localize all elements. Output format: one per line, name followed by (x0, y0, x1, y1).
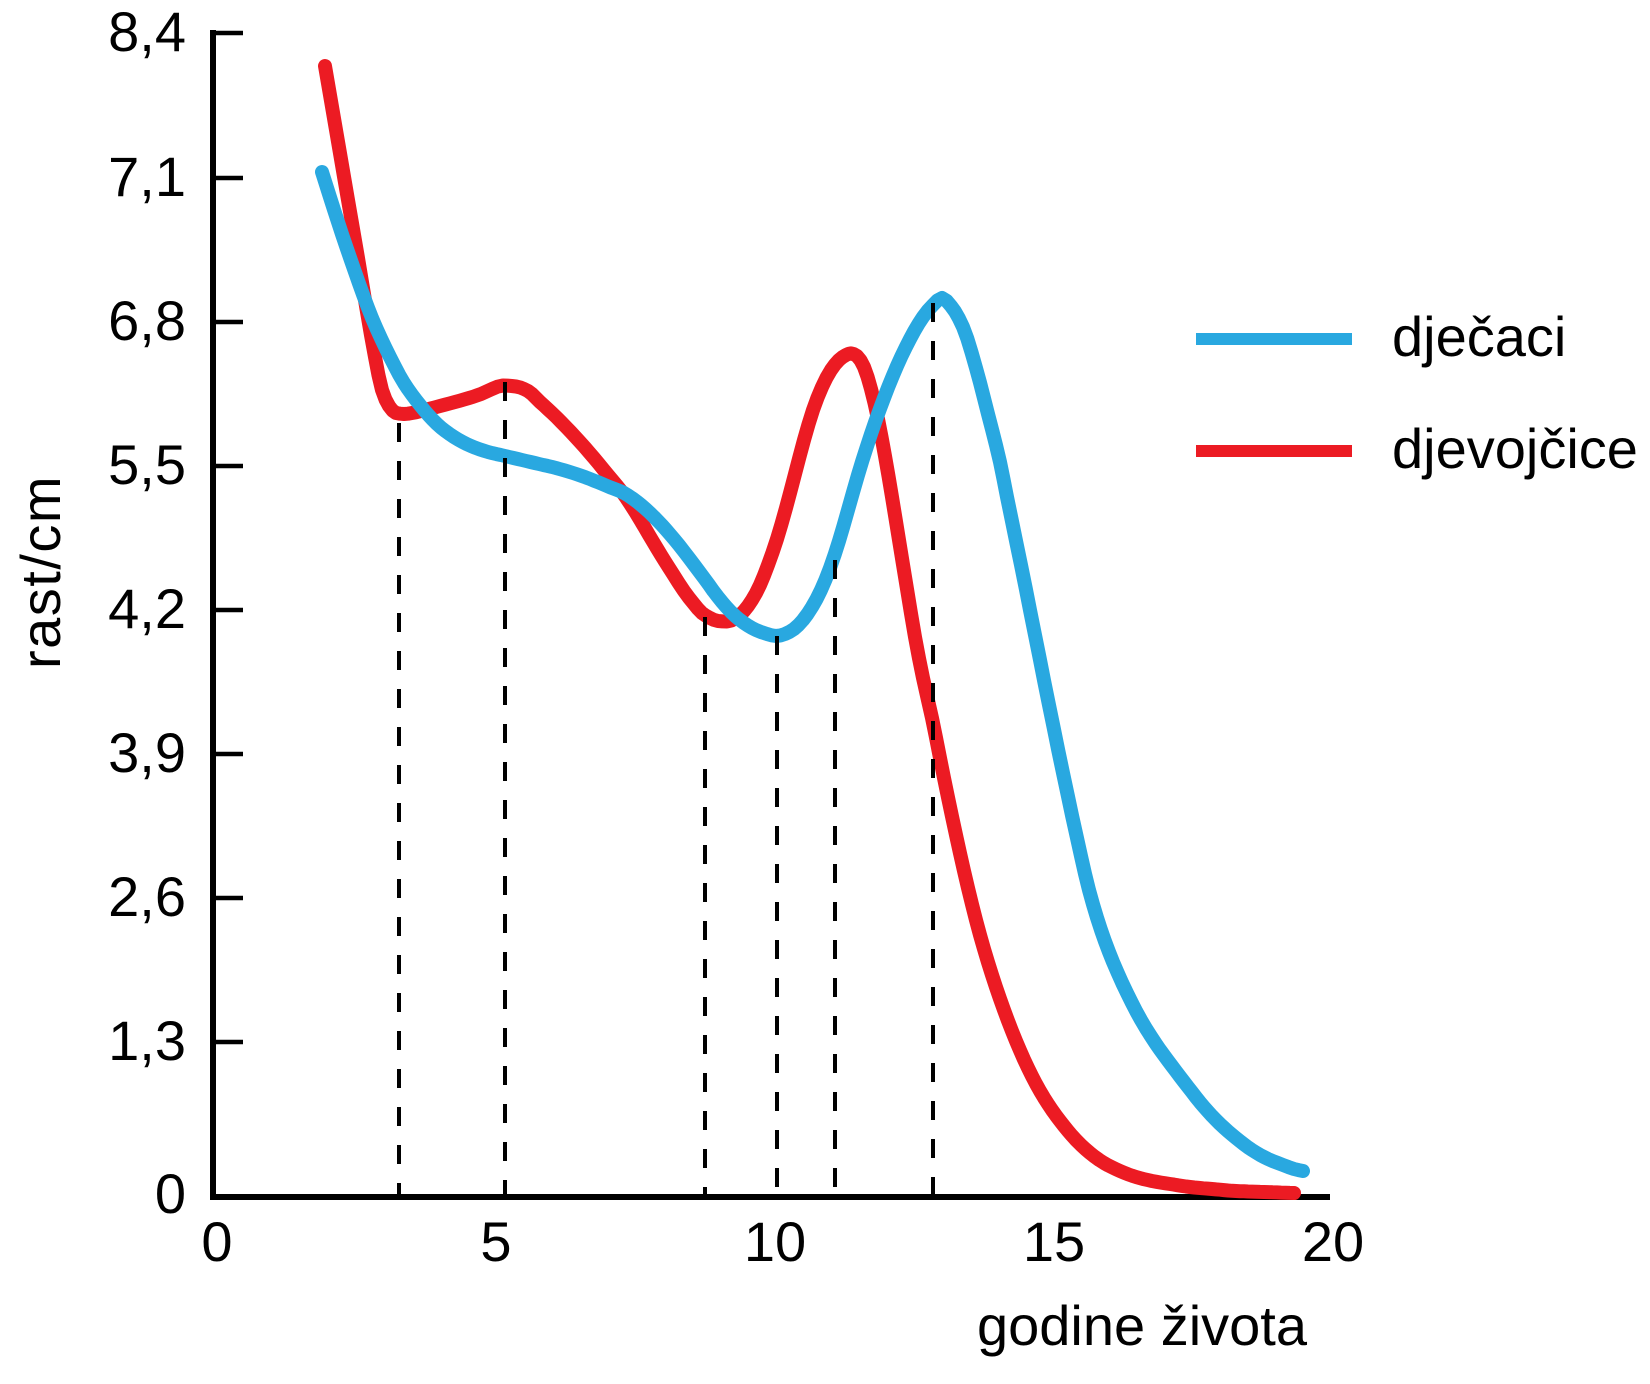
svg-text:godine života: godine života (977, 1294, 1308, 1357)
svg-text:djevojčice: djevojčice (1392, 417, 1638, 480)
svg-text:8,4: 8,4 (108, 0, 186, 63)
svg-text:6,8: 6,8 (108, 289, 186, 352)
svg-text:10: 10 (744, 1210, 806, 1273)
svg-text:7,1: 7,1 (108, 145, 186, 208)
svg-text:5: 5 (480, 1210, 511, 1273)
svg-text:3,9: 3,9 (108, 721, 186, 784)
svg-text:rast/cm: rast/cm (9, 475, 72, 669)
svg-text:0: 0 (201, 1210, 232, 1273)
svg-text:1,3: 1,3 (108, 1009, 186, 1072)
svg-text:dječaci: dječaci (1392, 305, 1566, 368)
svg-text:0: 0 (155, 1162, 186, 1225)
svg-text:2,6: 2,6 (108, 865, 186, 928)
svg-text:5,5: 5,5 (108, 433, 186, 496)
svg-text:20: 20 (1302, 1210, 1364, 1273)
svg-text:4,2: 4,2 (108, 577, 186, 640)
svg-text:15: 15 (1023, 1210, 1085, 1273)
